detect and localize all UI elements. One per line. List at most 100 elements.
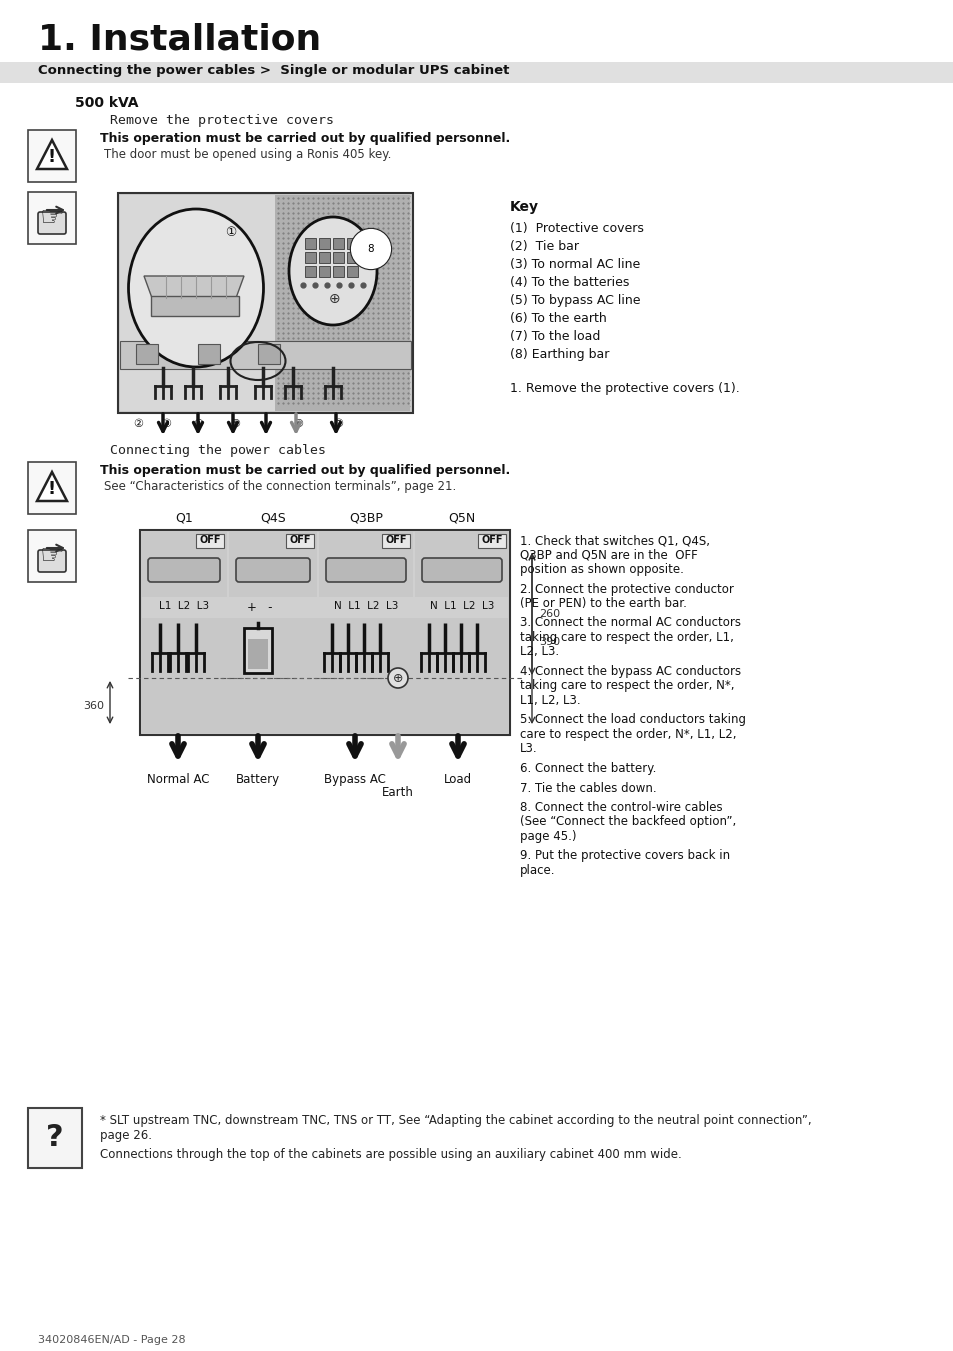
- Text: Bypass AC: Bypass AC: [324, 773, 386, 786]
- Text: (PE or PEN) to the earth bar.: (PE or PEN) to the earth bar.: [519, 597, 686, 611]
- Text: 360: 360: [84, 701, 105, 711]
- Text: (6) To the earth: (6) To the earth: [510, 312, 606, 326]
- Text: ③: ③: [161, 419, 171, 430]
- Bar: [415, 531, 509, 597]
- FancyBboxPatch shape: [421, 558, 501, 582]
- Bar: [229, 531, 316, 597]
- Bar: [347, 266, 357, 277]
- Text: Remove the protective covers: Remove the protective covers: [110, 113, 334, 127]
- Text: This operation must be carried out by qualified personnel.: This operation must be carried out by qu…: [100, 132, 510, 145]
- Text: 3. Connect the normal AC conductors: 3. Connect the normal AC conductors: [519, 616, 740, 630]
- Text: position as shown opposite.: position as shown opposite.: [519, 563, 683, 576]
- Text: (See “Connect the backfeed option”,: (See “Connect the backfeed option”,: [519, 816, 736, 828]
- Bar: [28, 192, 76, 245]
- Text: 1. Installation: 1. Installation: [38, 22, 321, 55]
- Polygon shape: [37, 471, 67, 501]
- Text: ⊕: ⊕: [393, 671, 403, 685]
- Text: Connecting the power cables >  Single or modular UPS cabinet: Connecting the power cables > Single or …: [38, 63, 509, 77]
- Text: ②: ②: [132, 419, 143, 430]
- Bar: [28, 130, 76, 182]
- Text: Q3BP: Q3BP: [349, 512, 382, 524]
- Text: (8) Earthing bar: (8) Earthing bar: [510, 349, 609, 361]
- Text: OFF: OFF: [385, 535, 406, 544]
- Bar: [305, 266, 315, 277]
- Text: ⑥: ⑥: [293, 419, 303, 430]
- Text: ④: ④: [193, 419, 203, 430]
- Text: ?: ?: [46, 1124, 64, 1152]
- FancyArrowPatch shape: [47, 544, 63, 551]
- Text: N  L1  L2  L3: N L1 L2 L3: [430, 601, 494, 611]
- Text: Q5N: Q5N: [448, 512, 476, 524]
- Bar: [274, 195, 410, 411]
- Text: Connecting the power cables: Connecting the power cables: [110, 444, 326, 457]
- Text: OFF: OFF: [289, 535, 311, 544]
- Text: place.: place.: [519, 865, 555, 877]
- Text: ⑦: ⑦: [333, 419, 343, 430]
- Bar: [318, 238, 330, 249]
- Bar: [28, 530, 76, 582]
- Text: 8: 8: [367, 245, 374, 254]
- Bar: [151, 296, 239, 316]
- Bar: [142, 617, 507, 734]
- Bar: [195, 534, 224, 549]
- Bar: [248, 639, 268, 669]
- Text: !: !: [48, 149, 56, 166]
- Text: (2)  Tie bar: (2) Tie bar: [510, 240, 578, 253]
- Text: L1, L2, L3.: L1, L2, L3.: [519, 694, 580, 707]
- Text: ⑤: ⑤: [230, 419, 240, 430]
- Bar: [28, 1108, 82, 1169]
- Text: L2, L3.: L2, L3.: [519, 646, 558, 658]
- Text: * SLT upstream TNC, downstream TNC, TNS or TT, See “Adapting the cabinet accordi: * SLT upstream TNC, downstream TNC, TNS …: [100, 1115, 811, 1127]
- Bar: [347, 238, 357, 249]
- Text: Normal AC: Normal AC: [147, 773, 209, 786]
- Text: This operation must be carried out by qualified personnel.: This operation must be carried out by qu…: [100, 463, 510, 477]
- Bar: [28, 462, 76, 513]
- Text: N  L1  L2  L3: N L1 L2 L3: [334, 601, 397, 611]
- Text: See “Characteristics of the connection terminals”, page 21.: See “Characteristics of the connection t…: [104, 480, 456, 493]
- Text: Connections through the top of the cabinets are possible using an auxiliary cabi: Connections through the top of the cabin…: [100, 1148, 681, 1161]
- Text: (7) To the load: (7) To the load: [510, 330, 599, 343]
- Text: +   -: + -: [247, 601, 273, 613]
- Text: OFF: OFF: [480, 535, 502, 544]
- Ellipse shape: [129, 209, 263, 367]
- FancyBboxPatch shape: [326, 558, 406, 582]
- Text: Key: Key: [510, 200, 538, 213]
- Text: (5) To bypass AC line: (5) To bypass AC line: [510, 295, 639, 307]
- Bar: [198, 345, 220, 363]
- Text: L1  L2  L3: L1 L2 L3: [159, 601, 209, 611]
- Text: (3) To normal AC line: (3) To normal AC line: [510, 258, 639, 272]
- Text: 1. Check that switches Q1, Q4S,: 1. Check that switches Q1, Q4S,: [519, 534, 709, 547]
- Text: page 26.: page 26.: [100, 1129, 152, 1142]
- Bar: [0, 62, 953, 82]
- Bar: [136, 345, 158, 363]
- Text: OFF: OFF: [199, 535, 220, 544]
- Text: ☞: ☞: [39, 204, 65, 232]
- Bar: [140, 530, 510, 735]
- Text: Q4S: Q4S: [260, 512, 286, 524]
- Text: taking care to respect the order, L1,: taking care to respect the order, L1,: [519, 631, 733, 644]
- Polygon shape: [144, 276, 244, 299]
- Bar: [333, 266, 344, 277]
- Text: ⊕: ⊕: [329, 292, 340, 305]
- Bar: [305, 253, 315, 263]
- Bar: [118, 193, 413, 413]
- Bar: [318, 266, 330, 277]
- Ellipse shape: [289, 218, 376, 326]
- Bar: [120, 340, 411, 369]
- Text: 1. Remove the protective covers (1).: 1. Remove the protective covers (1).: [510, 382, 739, 394]
- FancyArrowPatch shape: [47, 207, 63, 213]
- FancyBboxPatch shape: [38, 550, 66, 571]
- Text: ①: ①: [225, 227, 236, 239]
- Text: care to respect the order, N*, L1, L2,: care to respect the order, N*, L1, L2,: [519, 728, 736, 740]
- Bar: [305, 238, 315, 249]
- Text: The door must be opened using a Ronis 405 key.: The door must be opened using a Ronis 40…: [104, 149, 391, 161]
- FancyBboxPatch shape: [235, 558, 310, 582]
- Text: (4) To the batteries: (4) To the batteries: [510, 276, 629, 289]
- FancyBboxPatch shape: [244, 628, 272, 673]
- Bar: [141, 531, 227, 597]
- Text: 6. Connect the battery.: 6. Connect the battery.: [519, 762, 656, 775]
- Text: taking care to respect the order, N*,: taking care to respect the order, N*,: [519, 680, 734, 693]
- Text: 4. Connect the bypass AC conductors: 4. Connect the bypass AC conductors: [519, 665, 740, 678]
- Text: 9. Put the protective covers back in: 9. Put the protective covers back in: [519, 850, 729, 862]
- FancyBboxPatch shape: [38, 212, 66, 234]
